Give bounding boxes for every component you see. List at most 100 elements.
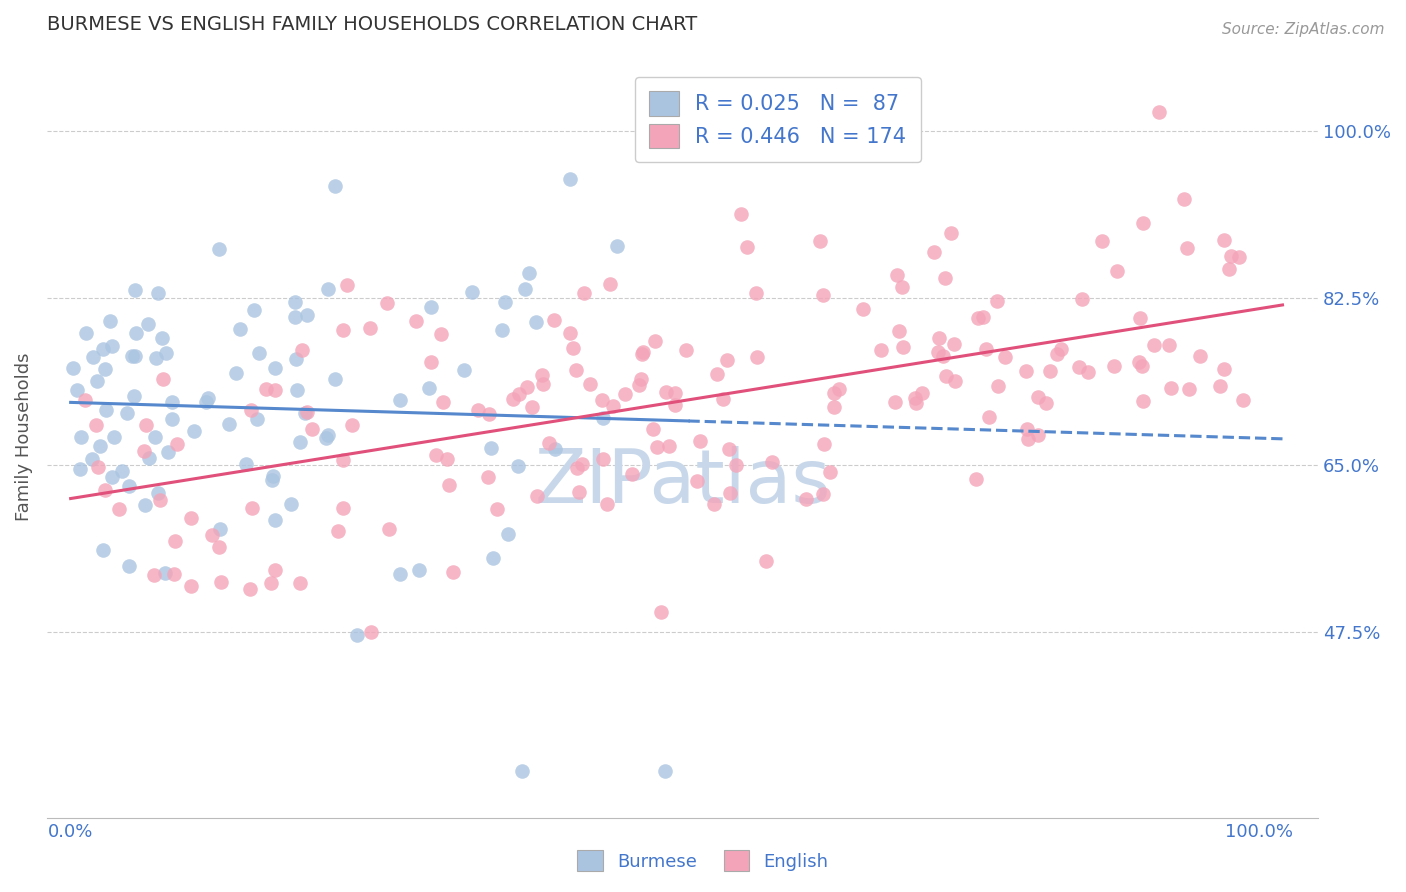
Point xyxy=(647,440,669,454)
Point xyxy=(315,431,337,445)
Point xyxy=(889,324,911,338)
Point xyxy=(631,347,654,361)
Point xyxy=(1149,105,1171,120)
Point xyxy=(143,568,166,582)
Point xyxy=(943,374,966,388)
Point xyxy=(340,417,363,432)
Point xyxy=(592,451,614,466)
Point xyxy=(591,393,613,408)
Y-axis label: Family Households: Family Households xyxy=(15,352,32,521)
Point xyxy=(439,478,461,492)
Point xyxy=(183,424,205,438)
Point xyxy=(558,172,581,186)
Point xyxy=(823,386,845,401)
Point xyxy=(288,575,311,590)
Point xyxy=(965,472,987,486)
Point xyxy=(461,285,484,299)
Point xyxy=(1219,249,1241,263)
Point xyxy=(441,565,464,579)
Point xyxy=(280,497,302,511)
Point xyxy=(166,437,188,451)
Point xyxy=(1070,292,1092,306)
Point xyxy=(138,450,160,465)
Point xyxy=(974,342,997,356)
Point xyxy=(246,412,269,426)
Point xyxy=(149,493,172,508)
Point xyxy=(155,346,177,360)
Point xyxy=(1077,365,1099,379)
Point xyxy=(243,303,266,318)
Point xyxy=(436,451,458,466)
Point xyxy=(208,541,231,555)
Point xyxy=(388,393,411,408)
Point xyxy=(506,459,529,474)
Point xyxy=(571,457,593,471)
Point xyxy=(323,178,346,193)
Point xyxy=(606,239,628,253)
Text: Source: ZipAtlas.com: Source: ZipAtlas.com xyxy=(1222,22,1385,37)
Point xyxy=(91,542,114,557)
Text: BURMESE VS ENGLISH FAMILY HOUSEHOLDS CORRELATION CHART: BURMESE VS ENGLISH FAMILY HOUSEHOLDS COR… xyxy=(46,15,697,34)
Point xyxy=(284,310,307,325)
Text: ZIPatlas: ZIPatlas xyxy=(534,446,831,519)
Point xyxy=(620,467,643,482)
Point xyxy=(132,443,155,458)
Point xyxy=(134,498,156,512)
Point xyxy=(294,406,316,420)
Point xyxy=(745,286,768,301)
Point xyxy=(135,418,157,433)
Point xyxy=(1188,349,1211,363)
Point xyxy=(301,422,323,436)
Point xyxy=(136,317,159,331)
Point xyxy=(264,361,287,376)
Point xyxy=(152,372,174,386)
Point xyxy=(520,400,543,414)
Point xyxy=(247,346,270,360)
Point xyxy=(537,436,560,450)
Point xyxy=(432,394,454,409)
Point xyxy=(922,244,945,259)
Point xyxy=(890,280,912,294)
Point xyxy=(599,277,621,292)
Point xyxy=(531,377,554,392)
Point xyxy=(1213,362,1236,376)
Point xyxy=(1067,360,1090,375)
Point xyxy=(544,442,567,457)
Point xyxy=(794,492,817,507)
Point xyxy=(346,628,368,642)
Point xyxy=(145,351,167,365)
Point xyxy=(180,579,202,593)
Point xyxy=(69,430,91,444)
Point xyxy=(967,311,990,326)
Point xyxy=(761,455,783,469)
Point xyxy=(1017,432,1039,446)
Point xyxy=(987,378,1010,392)
Point xyxy=(264,563,287,577)
Point xyxy=(1105,264,1128,278)
Legend: R = 0.025   N =  87, R = 0.446   N = 174: R = 0.025 N = 87, R = 0.446 N = 174 xyxy=(636,77,921,162)
Point xyxy=(328,524,350,539)
Point xyxy=(1132,216,1154,230)
Point xyxy=(1209,379,1232,393)
Point xyxy=(747,351,769,365)
Point xyxy=(156,445,179,459)
Point xyxy=(568,484,591,499)
Point xyxy=(808,234,831,248)
Point xyxy=(886,268,908,282)
Point xyxy=(911,385,934,400)
Point xyxy=(425,448,447,462)
Point xyxy=(650,605,672,619)
Point xyxy=(491,323,513,337)
Point xyxy=(986,293,1008,308)
Point xyxy=(530,368,553,383)
Point xyxy=(811,487,834,501)
Point xyxy=(87,460,110,475)
Point xyxy=(103,430,125,444)
Point xyxy=(155,566,177,580)
Point xyxy=(818,465,841,479)
Point xyxy=(716,353,738,368)
Point xyxy=(934,271,956,285)
Point xyxy=(993,350,1015,364)
Point xyxy=(240,501,263,516)
Point xyxy=(228,322,250,336)
